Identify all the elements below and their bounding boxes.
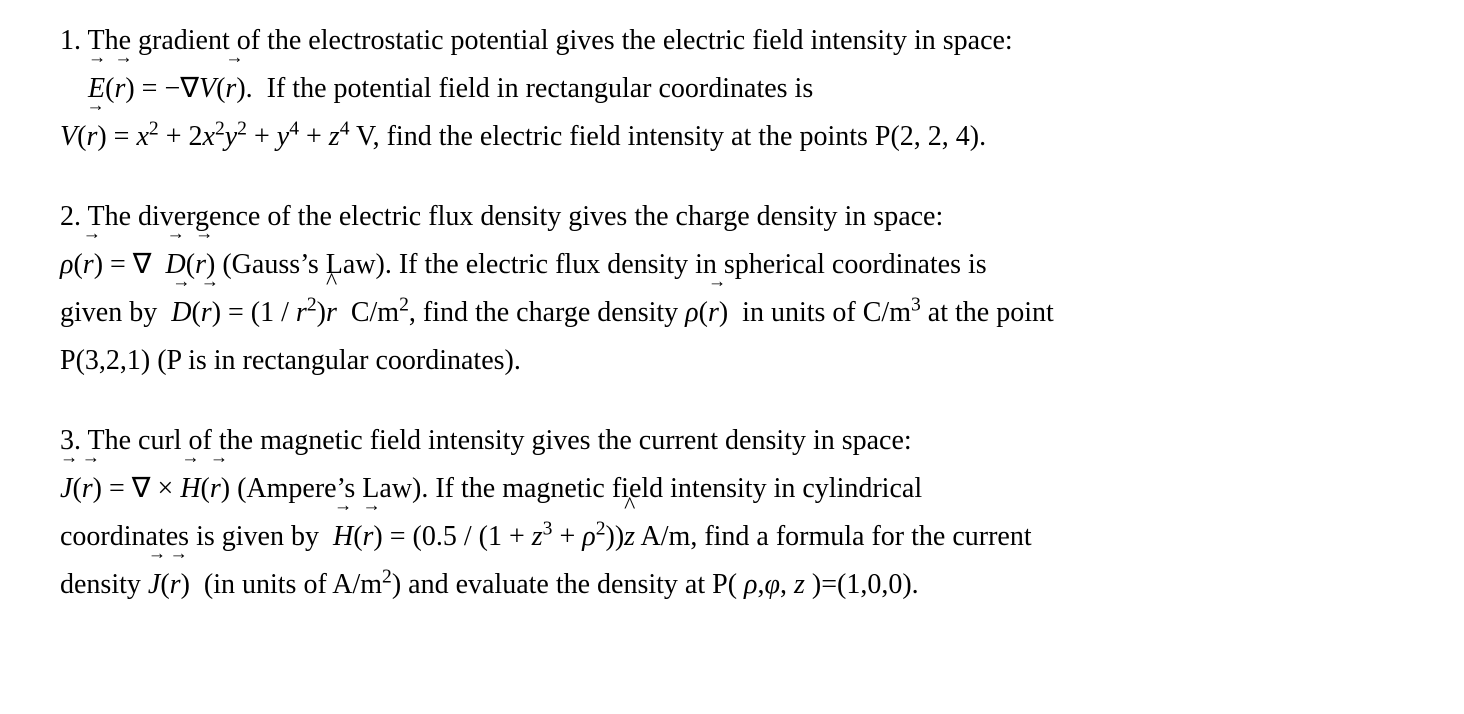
problem-3-line-3: coordinates is given by H(r) = (0.5 / (1… [60,516,1404,558]
problem-1-line-1: 1. The gradient of the electrostatic pot… [60,20,1404,62]
problem-2-line-2: ρ(r) = ∇ D(r) (Gauss’s Law). If the elec… [60,244,1404,286]
problem-3-line-1: 3. The curl of the magnetic field intens… [60,420,1404,462]
problem-2-line-4: P(3,2,1) (P is in rectangular coordinate… [60,340,1404,382]
problem-3-line-4: density J(r) (in units of A/m2) and eval… [60,564,1404,606]
problem-1-line-3: V(r) = x2 + 2x2y2 + y4 + z4 V, find the … [60,116,1404,158]
problem-3: 3. The curl of the magnetic field intens… [60,420,1404,606]
problem-2-line-3: given by D(r) = (1 / r2)r C/m2, find the… [60,292,1404,334]
problem-2: 2. The divergence of the electric flux d… [60,196,1404,382]
problem-3-line-2: J(r) = ∇ × H(r) (Ampere’s Law). If the m… [60,468,1404,510]
problem-1-line-2: E(r) = −∇V(r). If the potential field in… [60,68,1404,110]
problem-1-number: 1. [60,25,81,56]
problem-1: 1. The gradient of the electrostatic pot… [60,20,1404,158]
problem-2-line-1: 2. The divergence of the electric flux d… [60,196,1404,238]
